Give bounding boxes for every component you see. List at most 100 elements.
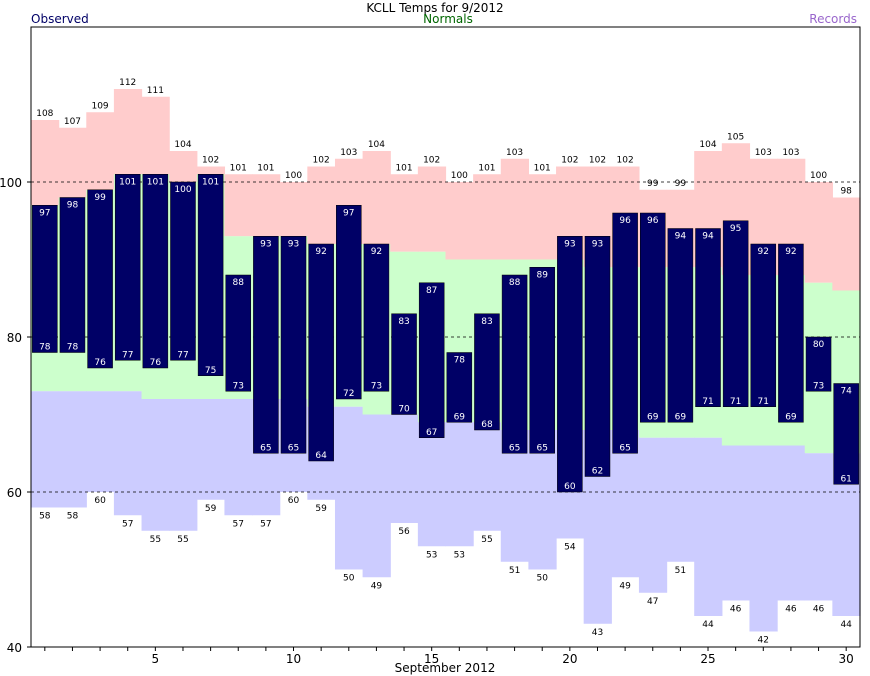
observed-bar [114, 174, 141, 361]
y-tick-label: 40 [7, 641, 22, 655]
observed-bar [363, 243, 390, 392]
observed-low-label: 70 [398, 405, 410, 415]
observed-low-label: 68 [481, 420, 493, 430]
observed-low-label: 71 [730, 397, 741, 407]
record-high-label: 103 [755, 148, 772, 158]
observed-high-label: 89 [536, 270, 548, 280]
observed-high-label: 88 [233, 278, 245, 288]
record-high-band [224, 174, 253, 237]
record-low-band [86, 391, 115, 492]
record-low-label: 55 [481, 535, 492, 545]
record-high-band [417, 166, 447, 252]
x-tick-label: 25 [700, 652, 715, 666]
legend-observed: Observed [31, 12, 89, 26]
observed-high-label: 87 [426, 286, 437, 296]
observed-low-label: 78 [67, 343, 79, 353]
observed-bar [640, 212, 666, 423]
record-high-band [141, 96, 170, 175]
observed-bar [280, 236, 307, 454]
observed-low-label: 62 [592, 467, 603, 477]
observed-high-label: 96 [647, 216, 659, 226]
observed-bar [833, 383, 859, 485]
observed-high-label: 100 [174, 185, 191, 195]
record-high-band [252, 174, 281, 237]
record-high-label: 104 [174, 140, 191, 150]
observed-bar [87, 189, 113, 369]
observed-high-label: 92 [785, 247, 796, 257]
observed-bar [336, 205, 362, 400]
record-low-label: 54 [564, 543, 576, 553]
record-high-label: 112 [119, 78, 136, 88]
record-low-band [58, 391, 87, 508]
record-high-band [390, 174, 419, 252]
record-high-band [86, 112, 115, 190]
x-tick-label: 30 [839, 652, 854, 666]
observed-high-label: 92 [315, 247, 326, 257]
observed-high-label: 99 [94, 193, 106, 203]
x-tick-label: 20 [562, 652, 577, 666]
y-tick-label: 100 [0, 176, 22, 190]
record-low-label: 57 [233, 519, 244, 529]
observed-bar [474, 313, 500, 431]
observed-high-label: 83 [481, 317, 492, 327]
record-high-label: 100 [285, 171, 302, 181]
observed-high-label: 78 [454, 356, 466, 366]
record-low-label: 51 [675, 566, 686, 576]
record-high-band [500, 158, 529, 260]
observed-low-label: 67 [426, 428, 437, 438]
record-low-label: 58 [39, 512, 51, 522]
observed-bar [170, 181, 196, 361]
observed-high-label: 101 [147, 177, 164, 187]
record-high-label: 103 [506, 148, 523, 158]
x-tick-label: 10 [286, 652, 301, 666]
record-low-band [666, 437, 695, 562]
observed-bar [391, 313, 417, 415]
record-high-label: 102 [617, 156, 634, 166]
observed-low-label: 69 [675, 412, 687, 422]
observed-low-label: 60 [564, 482, 576, 492]
record-high-label: 102 [589, 156, 606, 166]
observed-bar [142, 174, 169, 369]
legend-normals: Normals [423, 12, 473, 26]
record-low-band [611, 430, 640, 578]
record-high-label: 103 [340, 148, 357, 158]
plot-area: 9778108589878107589976109601017711257101… [0, 26, 861, 666]
record-high-label: 100 [810, 171, 827, 181]
record-low-label: 49 [371, 581, 383, 591]
record-low-label: 50 [536, 574, 548, 584]
record-low-band [638, 437, 668, 593]
record-low-label: 42 [758, 636, 769, 646]
record-low-band [777, 445, 806, 601]
y-tick-label: 80 [7, 331, 22, 345]
record-low-band [694, 437, 723, 616]
x-axis-label: September 2012 [395, 661, 496, 675]
record-low-band [334, 406, 364, 570]
x-tick-label: 5 [152, 652, 160, 666]
record-high-label: 101 [478, 163, 495, 173]
record-high-label: 101 [230, 163, 247, 173]
record-high-band [169, 151, 198, 182]
observed-bar [501, 274, 528, 454]
record-high-label: 98 [840, 187, 852, 197]
record-low-label: 47 [647, 597, 658, 607]
record-high-label: 101 [534, 163, 551, 173]
record-high-label: 102 [313, 156, 330, 166]
record-high-label: 99 [647, 179, 659, 189]
observed-bar [667, 228, 694, 423]
record-low-label: 60 [94, 496, 106, 506]
record-high-band [804, 182, 833, 283]
observed-low-label: 65 [288, 443, 299, 453]
observed-bar [529, 267, 555, 454]
observed-high-label: 97 [343, 208, 354, 218]
observed-bar [778, 243, 804, 423]
record-low-band [804, 453, 833, 601]
record-low-label: 59 [315, 504, 327, 514]
record-high-band [196, 166, 226, 175]
record-high-label: 100 [451, 171, 468, 181]
record-high-label: 108 [36, 109, 53, 119]
observed-bar [722, 220, 749, 407]
observed-high-label: 98 [67, 201, 79, 211]
record-low-label: 53 [454, 550, 465, 560]
observed-bar [418, 282, 445, 438]
